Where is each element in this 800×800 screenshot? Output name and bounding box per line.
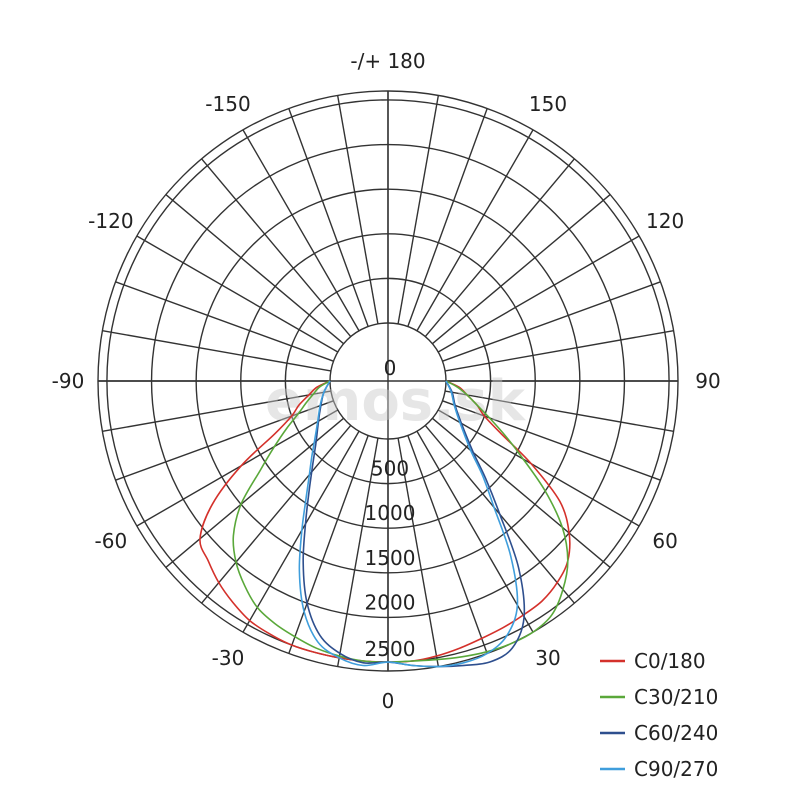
angle-label: 150 xyxy=(529,92,567,116)
grid-spoke xyxy=(288,435,369,654)
angle-label: 30 xyxy=(535,646,560,670)
grid-spoke xyxy=(437,409,640,527)
radial-label: 1500 xyxy=(365,546,416,570)
grid-spoke xyxy=(431,194,611,345)
grid-spoke xyxy=(102,390,332,433)
grid-spoke xyxy=(397,437,440,667)
angle-label: -150 xyxy=(205,92,250,116)
grid-spoke xyxy=(201,424,352,604)
polar-grid xyxy=(97,90,679,672)
grid-spoke xyxy=(288,108,369,327)
radial-label: 1000 xyxy=(365,501,416,525)
grid-spoke xyxy=(102,329,332,372)
legend-label: C90/270 xyxy=(634,757,718,781)
grid-spoke xyxy=(136,409,339,527)
grid-spoke xyxy=(407,108,488,327)
grid-spoke xyxy=(424,158,575,338)
angle-label: 90 xyxy=(695,369,720,393)
grid-spoke xyxy=(416,129,534,332)
angle-label: 0 xyxy=(382,689,395,713)
grid-spoke xyxy=(407,435,488,654)
angle-label: -30 xyxy=(212,646,245,670)
legend-label: C30/210 xyxy=(634,685,718,709)
grid-spoke xyxy=(416,430,534,633)
radial-label: 2000 xyxy=(365,590,416,614)
grid-spoke xyxy=(136,235,339,353)
grid-spoke xyxy=(442,400,661,481)
radial-tick-labels: 0 500 1000 1500 2000 2500 xyxy=(365,356,416,661)
grid-spoke xyxy=(437,235,640,353)
series-line-4 xyxy=(298,380,519,668)
radial-label: 2500 xyxy=(365,637,416,661)
legend-label: C60/240 xyxy=(634,721,718,745)
grid-spoke xyxy=(431,417,611,568)
angle-label: -120 xyxy=(88,209,133,233)
grid-spoke xyxy=(242,129,360,332)
grid-spoke xyxy=(442,281,661,362)
legend-label: C0/180 xyxy=(634,649,706,673)
grid-spoke xyxy=(115,281,334,362)
angle-label: 120 xyxy=(646,209,684,233)
grid-spoke xyxy=(336,95,379,325)
grid-spoke xyxy=(444,329,674,372)
watermark-logo: emos.sk xyxy=(265,369,527,434)
radial-label: 0 xyxy=(384,356,397,380)
angle-label: -60 xyxy=(95,529,128,553)
angle-tick-labels: -/+ 180 -150 150 -120 120 -90 90 -60 60 -30 30 0 xyxy=(52,49,721,713)
grid-spoke xyxy=(165,194,345,345)
grid-spoke xyxy=(397,95,440,325)
grid-spoke xyxy=(444,390,674,433)
angle-label: -90 xyxy=(52,369,85,393)
radial-label: 500 xyxy=(371,457,409,481)
angle-label: -/+ 180 xyxy=(350,49,425,73)
grid-spoke xyxy=(201,158,352,338)
grid-spoke xyxy=(336,437,379,667)
legend: C0/180 C30/210 C60/240 C90/270 xyxy=(600,649,718,781)
series-layer xyxy=(199,380,571,668)
angle-label: 60 xyxy=(652,529,677,553)
